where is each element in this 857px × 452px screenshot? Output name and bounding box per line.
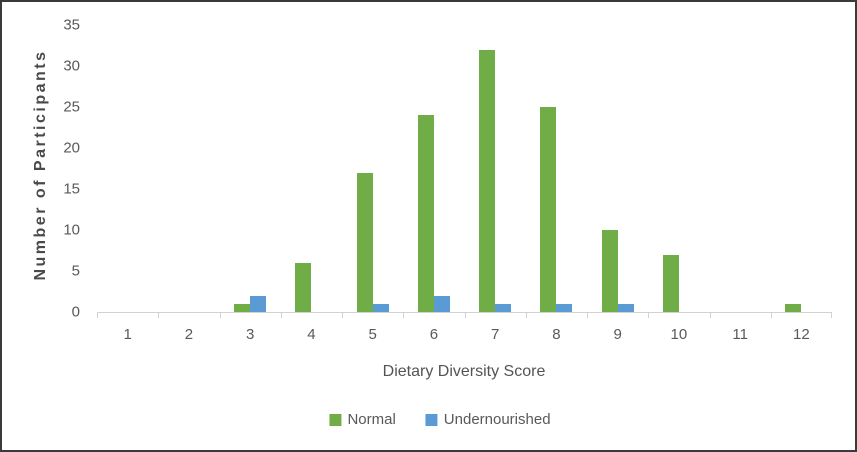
x-axis-tick-label: 5 [368,326,377,343]
x-axis-tick [464,312,466,318]
undernourished-series-swatch-icon [425,413,438,426]
legend-label-undernourished: Undernourished [443,411,551,428]
y-axis-tick-label: 5 [71,262,80,280]
x-axis-tick [525,312,527,318]
bar-normal-12 [785,303,802,312]
y-axis-tick-label: 0 [71,303,80,321]
x-axis-tick-label: 6 [429,326,439,343]
x-axis-tick-label: 12 [793,326,810,343]
legend-item-normal: Normal [329,411,396,428]
y-axis-tick-label: 25 [63,98,80,116]
plot-area [97,25,832,318]
x-axis-tick [403,312,405,318]
x-axis-tick [158,312,160,318]
y-axis-tick-label: 10 [63,221,80,239]
x-axis-tick [219,312,221,318]
x-axis-tick-label: 4 [307,326,316,343]
x-axis-tick-label: 11 [732,326,748,343]
bar-normal-3 [234,303,251,312]
bar-undernourished-3 [250,295,267,312]
bar-undernourished-8 [556,303,573,312]
x-axis-tick [342,312,343,318]
y-axis-tick-label: 30 [63,57,80,75]
x-axis-tick-label: 1 [123,326,132,343]
x-axis-tick-label: 2 [184,326,194,343]
x-axis-tick [770,312,772,318]
y-axis-tick-label: 35 [63,16,80,34]
legend-label-normal: Normal [347,411,396,428]
bar-normal-4 [295,262,312,312]
x-axis-tick [280,312,282,318]
x-axis-title: Dietary Diversity Score [382,363,546,380]
bar-normal-8 [540,107,557,312]
bar-undernourished-9 [617,303,634,312]
x-axis-tick [709,312,711,318]
x-axis-tick-label: 9 [613,326,622,343]
x-axis-tick-label: 10 [670,326,688,343]
x-axis-tick-label: 7 [490,326,500,343]
bar-normal-10 [662,254,679,312]
x-axis-tick-labels: 1 2 3 4 5 6 7 8 9 10 11 12 [97,327,832,347]
bar-undernourished-5 [372,303,389,312]
legend: Normal Undernourished [329,411,551,428]
x-axis-tick-label: 8 [552,326,561,343]
bar-undernourished-6 [433,295,450,312]
normal-series-swatch-icon [329,413,342,426]
bar-normal-7 [479,49,496,312]
y-axis-tick-label: 15 [63,180,80,198]
y-axis-tick-label: 20 [63,139,80,157]
x-axis-tick [97,312,98,318]
x-axis-tick [648,312,650,318]
legend-item-undernourished: Undernourished [425,411,551,428]
x-axis-tick [587,312,588,318]
bar-normal-5 [356,172,373,312]
bar-undernourished-7 [495,303,512,312]
x-axis-tick [831,312,832,318]
bar-normal-6 [417,115,434,312]
x-axis-tick-label: 3 [245,326,255,343]
y-axis-tick-labels: 0 5 10 15 20 25 30 35 [2,18,80,320]
bar-normal-9 [601,230,618,312]
